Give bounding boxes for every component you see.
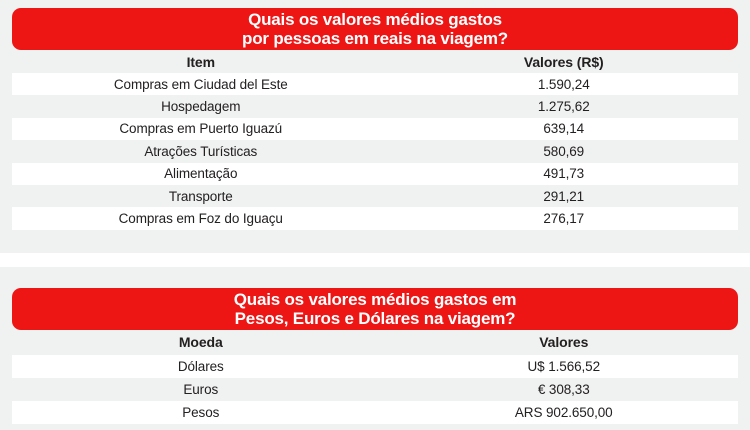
section-divider [0,252,750,267]
currencies-table: Quais os valores médios gastos em Pesos,… [12,287,738,424]
value-cell: 639,14 [543,121,585,137]
reais-banner-title-line1: Quais os valores médios gastos [248,10,502,29]
value-cell: 1.590,24 [537,76,590,92]
table-row: Atrações Turísticas 580,69 [12,140,738,162]
item-cell: Alimentação [164,166,238,182]
value-cell: ARS 902.650,00 [514,404,613,420]
currencies-banner-title-line1: Quais os valores médios gastos em [233,289,517,309]
table-row: Compras em Foz do Iguaçu 276,17 [12,207,738,230]
table-row: Alimentação 491,73 [12,162,738,185]
currencies-header-row: Moeda Valores [12,330,738,355]
currency-column-header: Moeda [178,334,223,351]
value-cell: 1.275,62 [537,99,590,115]
reais-table: Quais os valores médios gastos por pesso… [12,0,738,230]
currency-cell: Pesos [182,404,220,420]
value-cell: 580,69 [543,143,585,159]
item-column-header: Item [186,53,215,70]
values-column-header: Valores [539,334,589,351]
value-cell: 291,21 [543,188,585,204]
table-row: Compras em Puerto Iguazú 639,14 [12,117,738,141]
table-row: Pesos ARS 902.650,00 [12,400,738,424]
reais-header-row: Item Valores (R$) [12,50,738,73]
item-cell: Compras em Foz do Iguaçu [118,211,283,227]
reais-banner-title-line2: por pessoas em reais na viagem? [242,29,508,48]
value-cell: U$ 1.566,52 [527,358,601,374]
value-cell: € 308,33 [537,381,590,397]
item-cell: Atrações Turísticas [144,143,258,159]
item-cell: Transporte [168,188,233,204]
item-cell: Compras em Puerto Iguazú [119,121,283,137]
table-row: Hospedagem 1.275,62 [12,95,738,117]
table-row: Transporte 291,21 [12,185,738,207]
value-cell: 276,17 [543,211,585,227]
currencies-banner: Quais os valores médios gastos em Pesos,… [12,287,738,330]
item-cell: Hospedagem [161,99,241,115]
value-cell: 491,73 [543,166,585,182]
reais-banner: Quais os valores médios gastos por pesso… [12,8,738,50]
currencies-banner-title-line2: Pesos, Euros e Dólares na viagem? [234,308,516,328]
table-row: Euros € 308,33 [12,378,738,401]
item-cell: Compras em Ciudad del Este [113,76,288,92]
currency-cell: Dólares [177,358,224,374]
currency-cell: Euros [183,381,219,397]
table-row: Dólares U$ 1.566,52 [12,354,738,378]
values-column-header: Valores (R$) [523,53,604,70]
table-row: Compras em Ciudad del Este 1.590,24 [12,73,738,96]
